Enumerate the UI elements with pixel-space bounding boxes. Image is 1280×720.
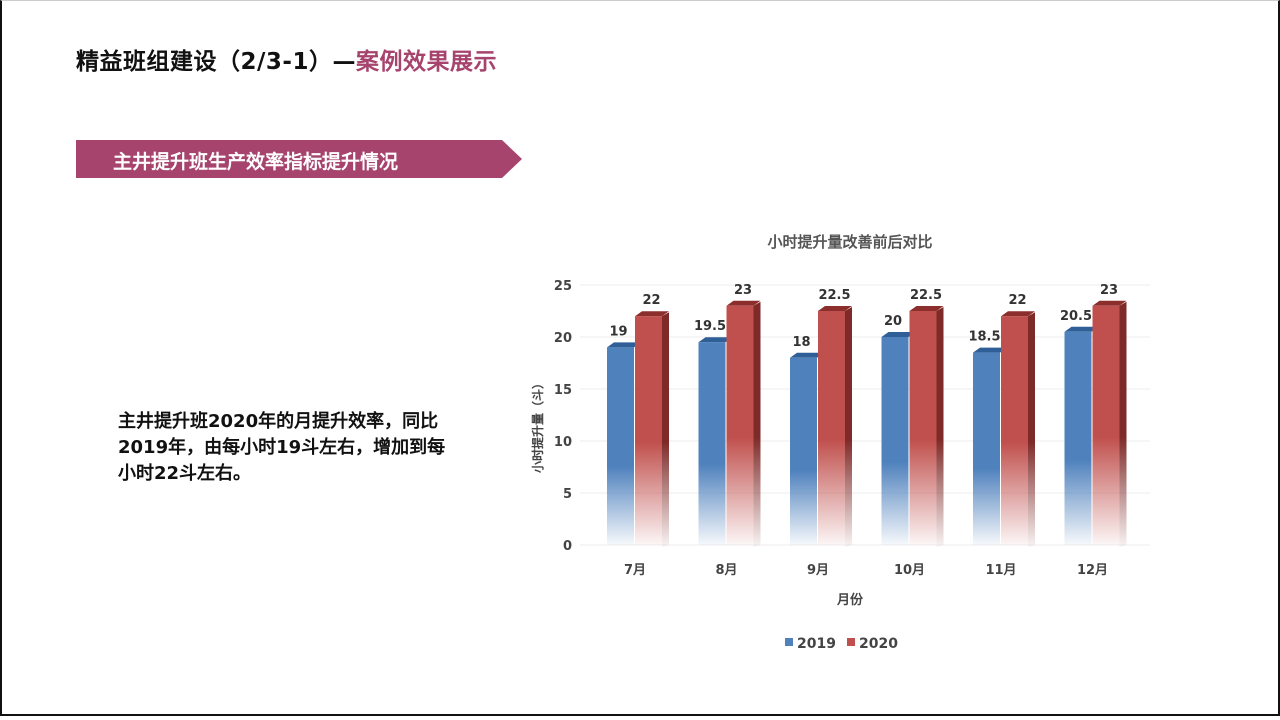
chart-title: 小时提升量改善前后对比 <box>767 233 932 251</box>
legend-label: 2020 <box>859 636 898 652</box>
bar-top-2019 <box>698 337 733 343</box>
x-tick-label: 11月 <box>985 563 1016 578</box>
bar-side-2020 <box>936 307 944 547</box>
data-label: 22 <box>642 293 660 308</box>
data-label: 23 <box>1100 283 1118 298</box>
bar-top-2020 <box>818 306 852 311</box>
legend-label: 2019 <box>797 636 836 652</box>
bar-top-2019 <box>973 347 1007 353</box>
y-tick-label: 0 <box>563 539 572 554</box>
bar-2019 <box>607 347 634 545</box>
banner-text: 主井提升班生产效率指标提升情况 <box>113 151 399 173</box>
data-label: 18 <box>792 335 810 350</box>
data-label: 22.5 <box>910 288 942 303</box>
section-banner: 主井提升班生产效率指标提升情况 <box>76 140 522 178</box>
bar-2020 <box>1092 305 1120 545</box>
y-tick-label: 15 <box>554 383 572 398</box>
bar-chart: 小时提升量改善前后对比 0 5 10 15 20 25 小时提升量（斗） 7月 19 22 8月 19.… <box>530 233 1150 652</box>
data-label: 18.5 <box>968 330 1000 345</box>
bar-2020 <box>818 311 845 545</box>
x-tick-label: 7月 <box>624 563 646 578</box>
y-tick-label: 10 <box>554 435 572 450</box>
bar-top-2020 <box>1001 311 1035 317</box>
data-label: 19.5 <box>694 319 726 334</box>
title-accent: 案例效果展示 <box>355 49 497 75</box>
bar-top-2019 <box>607 342 641 348</box>
legend-swatch-2020 <box>847 638 855 646</box>
bar-2020 <box>909 311 937 545</box>
bar-top-2020 <box>1092 300 1127 306</box>
title-main: 精益班组建设（2/3-1）— <box>76 49 356 75</box>
x-tick-label: 10月 <box>894 563 925 578</box>
x-axis-label: 月份 <box>836 592 864 608</box>
data-label: 22 <box>1008 293 1026 308</box>
bar-2019 <box>698 342 726 545</box>
x-tick-label: 12月 <box>1077 563 1108 578</box>
bar-top-2020 <box>909 306 944 311</box>
bar-top-2020 <box>726 300 761 306</box>
bar-2019 <box>973 352 1000 545</box>
bar-side-2020 <box>1119 301 1127 547</box>
bar-2019 <box>1064 331 1092 545</box>
y-tick-label: 20 <box>554 331 572 346</box>
bar-2020 <box>635 316 662 545</box>
bar-top-2019 <box>881 332 916 337</box>
bar-top-2020 <box>635 311 669 317</box>
data-label: 20.5 <box>1060 309 1092 324</box>
bar-2019 <box>790 357 817 545</box>
data-label: 19 <box>609 324 627 339</box>
y-axis-label: 小时提升量（斗） <box>530 377 545 473</box>
bar-side-2020 <box>753 301 761 547</box>
bar-2020 <box>726 305 754 545</box>
x-tick-label: 8月 <box>715 563 737 578</box>
banner-arrow-shape <box>76 140 522 178</box>
legend-swatch-2019 <box>785 638 793 646</box>
data-label: 20 <box>884 314 902 329</box>
bar-2020 <box>1001 316 1028 545</box>
x-tick-label: 9月 <box>807 563 829 578</box>
bar-top-2019 <box>790 352 824 358</box>
bar-top-2019 <box>1064 326 1099 332</box>
slide-title: 精益班组建设（2/3-1）—案例效果展示 <box>76 42 497 76</box>
bar-side-2020 <box>845 307 852 547</box>
y-tick-label: 25 <box>554 279 572 294</box>
data-label: 23 <box>734 283 752 298</box>
y-tick-label: 5 <box>563 487 572 502</box>
data-label: 22.5 <box>818 288 850 303</box>
bar-2019 <box>881 337 909 545</box>
bar-side-2020 <box>1028 312 1035 547</box>
bar-side-2020 <box>662 312 669 547</box>
description-text: 主井提升班2020年的月提升效率，同比2019年，由每小时19斗左右，增加到每小… <box>118 411 446 484</box>
